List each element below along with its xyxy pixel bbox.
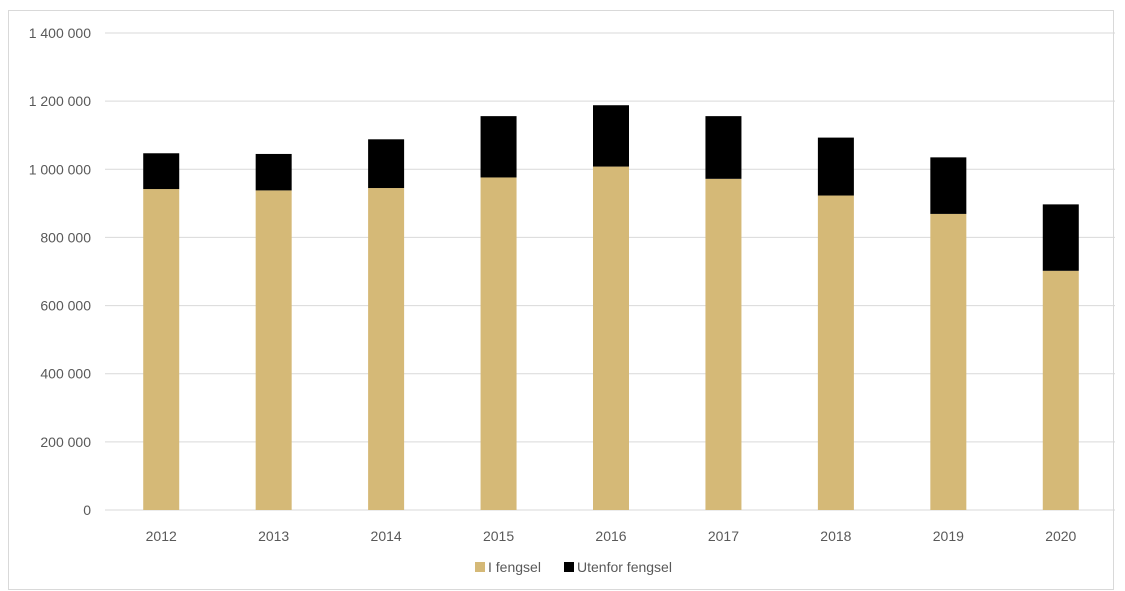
bars — [143, 105, 1079, 510]
x-tick-label: 2020 — [1045, 528, 1076, 544]
x-tick-label: 2016 — [595, 528, 626, 544]
bar-utenfor-fengsel-2015 — [480, 116, 517, 178]
y-tick-label: 0 — [83, 502, 91, 518]
legend-label: Utenfor fengsel — [577, 559, 672, 575]
bar-utenfor-fengsel-2016 — [593, 105, 629, 167]
x-axis-tick-labels: 2012 2013 2014 2015 2016 2017 2018 2019 2020 — [146, 528, 1077, 544]
x-tick-label: 2019 — [933, 528, 964, 544]
y-tick-label: 400 000 — [40, 366, 91, 382]
bar-i-fengsel-2013 — [255, 190, 292, 510]
bar-utenfor-fengsel-2013 — [255, 153, 292, 191]
y-tick-label: 1 400 000 — [29, 25, 91, 41]
bar-i-fengsel-2017 — [705, 178, 742, 510]
bar-utenfor-fengsel-2018 — [817, 137, 854, 196]
bar-i-fengsel-2015 — [480, 177, 517, 510]
legend-label: I fengsel — [488, 559, 541, 575]
legend-swatch — [475, 562, 485, 572]
x-tick-label: 2017 — [708, 528, 739, 544]
bar-i-fengsel-2018 — [817, 195, 854, 510]
x-tick-label: 2012 — [146, 528, 177, 544]
bar-i-fengsel-2012 — [143, 189, 180, 510]
legend-swatch — [564, 562, 574, 572]
x-tick-label: 2013 — [258, 528, 289, 544]
y-tick-label: 200 000 — [40, 434, 91, 450]
bar-i-fengsel-2020 — [1042, 270, 1079, 510]
bar-i-fengsel-2016 — [593, 166, 629, 510]
x-tick-label: 2015 — [483, 528, 514, 544]
y-tick-label: 800 000 — [40, 229, 91, 245]
stacked-bar-chart: 0 200 000 400 000 600 000 800 000 1 000 000 1 … — [29, 25, 1115, 575]
legend: I fengsel Utenfor fengsel — [475, 559, 672, 575]
x-tick-label: 2014 — [371, 528, 402, 544]
bar-utenfor-fengsel-2014 — [368, 139, 405, 189]
y-tick-label: 1 000 000 — [29, 161, 91, 177]
bar-utenfor-fengsel-2020 — [1042, 204, 1079, 271]
bar-utenfor-fengsel-2019 — [930, 157, 967, 214]
bar-utenfor-fengsel-2017 — [705, 116, 742, 179]
bar-i-fengsel-2014 — [368, 188, 405, 510]
y-axis-tick-labels: 0 200 000 400 000 600 000 800 000 1 000 000 1 … — [29, 25, 92, 518]
x-tick-label: 2018 — [820, 528, 851, 544]
bar-utenfor-fengsel-2012 — [143, 153, 180, 190]
y-tick-label: 1 200 000 — [29, 93, 91, 109]
chart-frame: 0 200 000 400 000 600 000 800 000 1 000 000 1 … — [8, 10, 1115, 590]
y-tick-label: 600 000 — [40, 298, 91, 314]
bar-i-fengsel-2019 — [930, 213, 967, 510]
